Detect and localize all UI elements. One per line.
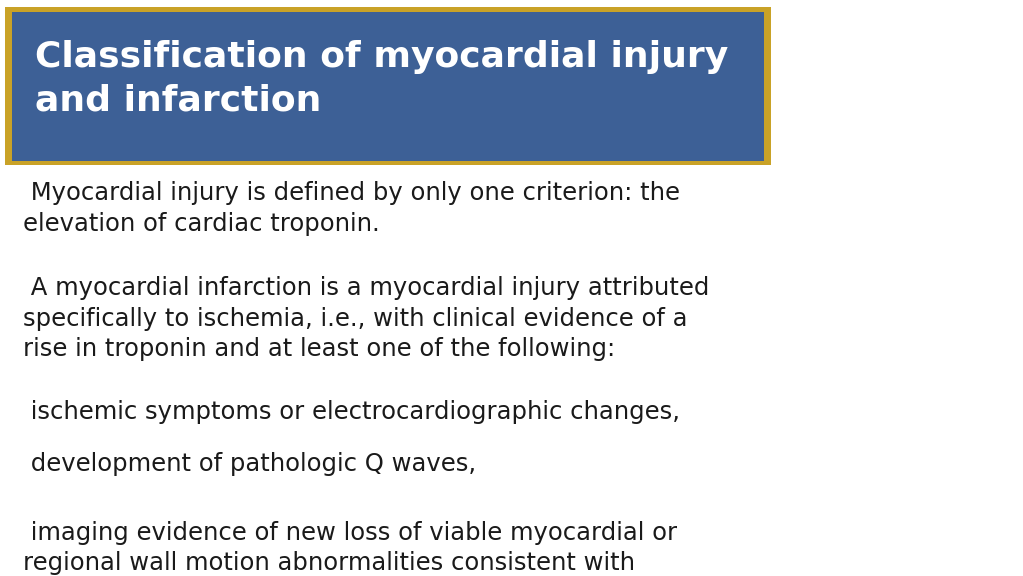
Text: A myocardial infarction is a myocardial injury attributed
specifically to ischem: A myocardial infarction is a myocardial … <box>23 276 709 361</box>
Text: Classification of myocardial injury
and infarction: Classification of myocardial injury and … <box>35 40 728 118</box>
Text: ischemic symptoms or electrocardiographic changes,: ischemic symptoms or electrocardiographi… <box>23 400 679 425</box>
FancyBboxPatch shape <box>5 7 771 165</box>
Text: development of pathologic Q waves,: development of pathologic Q waves, <box>23 452 476 476</box>
Text: imaging evidence of new loss of viable myocardial or
regional wall motion abnorm: imaging evidence of new loss of viable m… <box>23 521 676 575</box>
FancyBboxPatch shape <box>12 12 764 161</box>
Text: Myocardial injury is defined by only one criterion: the
elevation of cardiac tro: Myocardial injury is defined by only one… <box>23 181 679 236</box>
